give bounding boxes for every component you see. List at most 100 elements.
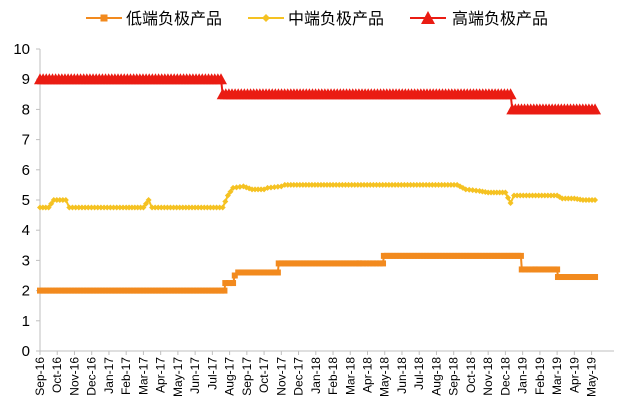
data-point-mid-end (258, 186, 265, 193)
data-point-mid-end (562, 195, 569, 202)
x-tick-label: Feb-17 (119, 357, 133, 395)
data-point-low-end (238, 269, 245, 276)
data-point-low-end (373, 260, 380, 267)
x-tick-label: Feb-18 (326, 357, 340, 395)
data-point-low-end (40, 287, 47, 294)
data-point-mid-end (88, 204, 95, 211)
data-point-low-end (535, 266, 542, 273)
data-point-low-end (171, 287, 178, 294)
data-point-low-end (155, 287, 162, 294)
data-point-low-end (485, 252, 492, 259)
data-point-low-end (454, 252, 461, 259)
data-point-low-end (518, 266, 525, 273)
data-point-mid-end (551, 192, 558, 199)
data-point-low-end (274, 269, 281, 276)
data-point-mid-end (290, 181, 297, 188)
data-point-low-end (284, 260, 291, 267)
data-point-low-end (473, 252, 480, 259)
data-point-low-end (205, 287, 212, 294)
data-point-low-end (331, 260, 338, 267)
data-point-low-end (218, 287, 225, 294)
data-point-low-end (312, 260, 319, 267)
x-tick-label: May-19 (585, 357, 599, 397)
data-point-low-end (271, 269, 278, 276)
data-point-low-end (177, 287, 184, 294)
data-point-mid-end (45, 204, 52, 211)
data-point-low-end (65, 287, 72, 294)
data-point-mid-end (48, 200, 55, 207)
data-point-mid-end (388, 181, 395, 188)
data-point-low-end (230, 280, 237, 287)
data-point-low-end (105, 287, 112, 294)
data-point-mid-end (284, 181, 291, 188)
data-point-mid-end (523, 192, 530, 199)
data-point-low-end (423, 252, 430, 259)
data-point-low-end (68, 287, 75, 294)
data-point-mid-end (586, 197, 593, 203)
data-point-low-end (83, 287, 90, 294)
data-point-low-end (585, 274, 592, 281)
data-point-low-end (193, 287, 200, 294)
data-point-mid-end (101, 204, 108, 211)
x-tick-label: May-17 (171, 357, 185, 397)
data-point-low-end (349, 260, 356, 267)
data-point-low-end (360, 260, 367, 267)
data-point-mid-end (538, 192, 545, 199)
x-tick-label: Nov-17 (274, 357, 288, 396)
legend-item-mid-end: 中端负极产品 (248, 10, 384, 28)
data-point-mid-end (249, 186, 256, 193)
data-point-mid-end (416, 181, 423, 188)
data-point-mid-end (361, 181, 368, 188)
data-point-mid-end (447, 181, 454, 188)
data-point-low-end (241, 269, 248, 276)
data-point-mid-end (62, 197, 69, 203)
data-point-low-end (554, 266, 561, 273)
x-tick-label: Dec-16 (85, 357, 99, 396)
data-point-low-end (567, 274, 574, 281)
data-point-mid-end (526, 192, 533, 199)
data-point-low-end (130, 287, 137, 294)
data-point-mid-end (56, 197, 63, 203)
data-point-mid-end (264, 184, 271, 191)
data-point-low-end (433, 252, 440, 259)
data-point-mid-end (466, 186, 473, 193)
data-point-mid-end (97, 204, 104, 211)
data-point-low-end (528, 266, 535, 273)
data-point-mid-end (302, 181, 309, 188)
data-point-low-end (343, 260, 350, 267)
data-point-mid-end (592, 197, 599, 203)
data-point-low-end (297, 260, 304, 267)
data-point-mid-end (267, 184, 274, 191)
data-point-low-end (303, 260, 310, 267)
data-point-mid-end (541, 192, 548, 199)
data-point-low-end (96, 287, 103, 294)
data-point-low-end (71, 287, 78, 294)
data-point-mid-end (441, 181, 448, 188)
data-point-mid-end (451, 181, 458, 188)
data-point-mid-end (201, 204, 208, 211)
data-point-low-end (62, 287, 69, 294)
y-tick-label: 5 (22, 192, 30, 209)
data-point-low-end (442, 252, 449, 259)
data-point-mid-end (364, 181, 371, 188)
data-point-mid-end (339, 181, 346, 188)
x-tick-label: Aug-18 (429, 357, 443, 396)
data-point-low-end (554, 274, 561, 281)
data-point-mid-end (59, 197, 66, 203)
legend-marker-high-end (421, 11, 435, 24)
data-point-mid-end (568, 195, 575, 202)
x-tick-label: Jun-17 (188, 357, 202, 394)
data-point-mid-end (164, 204, 171, 211)
x-tick-label: Dec-18 (498, 357, 512, 396)
data-point-mid-end (348, 181, 355, 188)
data-point-low-end (340, 260, 347, 267)
data-point-low-end (52, 287, 59, 294)
x-tick-label: Feb-19 (533, 357, 547, 395)
x-tick-label: May-18 (378, 357, 392, 397)
data-point-low-end (570, 274, 577, 281)
data-point-mid-end (395, 181, 402, 188)
x-tick-label: Sep-17 (240, 357, 254, 396)
data-point-low-end (118, 287, 125, 294)
data-point-mid-end (227, 188, 234, 195)
